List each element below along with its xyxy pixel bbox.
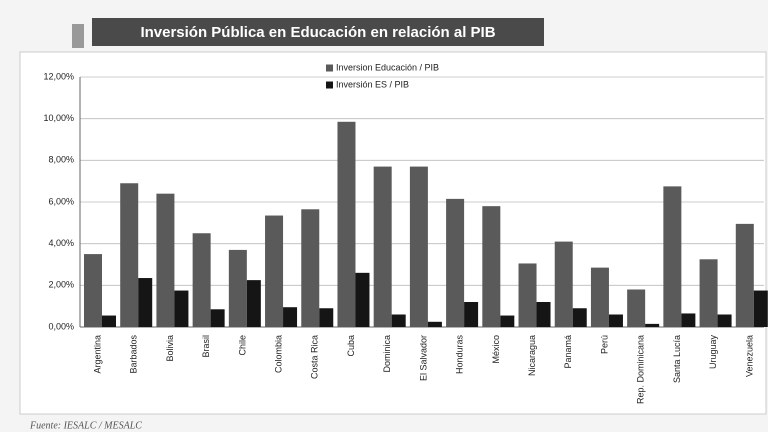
bar <box>554 241 573 327</box>
bar <box>572 308 587 327</box>
bar <box>536 302 551 327</box>
x-tick-label: Santa Lucía <box>672 335 682 383</box>
x-tick-label: Perú <box>599 335 609 354</box>
legend-label: Inversión ES / PIB <box>336 79 409 89</box>
bar <box>409 166 428 327</box>
x-tick-label: Venezuela <box>744 335 754 377</box>
chart-title: Inversión Pública en Educación en relaci… <box>140 24 495 41</box>
y-tick-label: 2,00% <box>48 280 74 290</box>
x-tick-label: México <box>491 335 501 364</box>
bar <box>246 280 261 327</box>
bar <box>518 263 537 327</box>
y-tick-label: 6,00% <box>48 196 74 206</box>
chart-frame <box>19 51 767 415</box>
bar <box>590 267 609 327</box>
x-tick-label: Argentina <box>92 335 102 374</box>
x-tick-label: Chile <box>237 335 247 356</box>
title-banner <box>92 18 544 46</box>
x-tick-label: Panamá <box>563 335 573 369</box>
bar <box>319 308 334 327</box>
y-tick-label: 12,00% <box>43 71 74 81</box>
x-tick-label: Colombia <box>274 335 284 373</box>
bar <box>427 321 442 327</box>
bar <box>500 315 515 327</box>
x-tick-label: Cuba <box>346 335 356 357</box>
x-tick-label: Barbados <box>129 335 139 374</box>
bar <box>265 215 284 327</box>
bar <box>102 315 116 327</box>
bar <box>464 302 479 327</box>
bar <box>699 259 718 327</box>
y-tick-label: 4,00% <box>48 238 74 248</box>
bar <box>608 314 623 327</box>
y-tick-label: 0,00% <box>48 321 74 331</box>
bar <box>192 233 211 327</box>
y-tick-label: 10,00% <box>43 113 74 123</box>
bar <box>446 198 465 327</box>
bar <box>337 121 356 328</box>
x-tick-label: Dominica <box>382 335 392 373</box>
x-tick-label: El Salvador <box>418 335 428 381</box>
title-accent <box>72 24 84 48</box>
bar <box>627 289 646 327</box>
x-tick-label: Costa Rica <box>310 335 320 379</box>
bar <box>663 186 682 327</box>
x-tick-label: Honduras <box>455 335 465 375</box>
bar <box>120 183 139 327</box>
bar <box>138 278 153 327</box>
bar <box>355 272 370 327</box>
bar <box>645 323 660 327</box>
bar <box>753 290 768 327</box>
bar <box>373 166 392 327</box>
bar <box>301 209 320 327</box>
x-tick-label: Rep. Dominicana <box>636 335 646 404</box>
x-tick-label: Uruguay <box>708 335 718 370</box>
bar <box>174 290 189 327</box>
x-tick-label: Nicaragua <box>527 335 537 376</box>
bar <box>391 314 406 327</box>
bar <box>84 254 102 327</box>
bar <box>210 309 225 327</box>
x-tick-label: Brasil <box>201 335 211 358</box>
bar <box>717 314 732 327</box>
x-tick-label: Bolivia <box>165 335 175 362</box>
legend-label: Inversion Educación / PIB <box>336 62 439 72</box>
bar <box>283 307 298 327</box>
bar <box>156 193 175 327</box>
source-note: Fuente: IESALC / MESALC <box>29 420 142 431</box>
bar <box>482 206 501 327</box>
bar <box>735 223 754 327</box>
bar <box>228 249 247 327</box>
legend-swatch <box>326 64 333 72</box>
legend-swatch <box>326 81 333 89</box>
bar <box>681 313 696 327</box>
y-tick-label: 8,00% <box>48 155 74 165</box>
